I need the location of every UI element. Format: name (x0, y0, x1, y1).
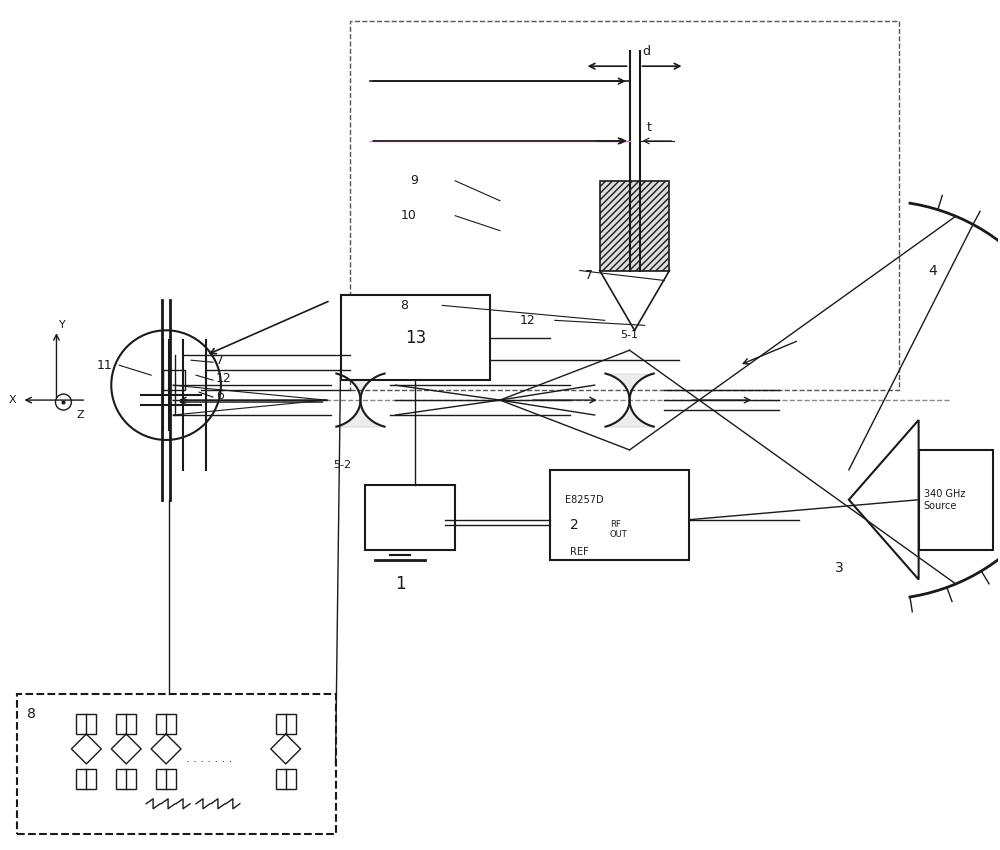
Bar (76, 714, 96, 734)
Text: d: d (643, 45, 651, 58)
Bar (276, 769, 296, 789)
Bar (163, 371, 185, 390)
Text: RF
OUT: RF OUT (610, 520, 627, 540)
Text: 8: 8 (27, 707, 35, 721)
Text: 5-1: 5-1 (621, 331, 639, 340)
Text: REF: REF (570, 547, 588, 557)
Text: E8257D: E8257D (565, 495, 603, 505)
Text: 11: 11 (96, 359, 112, 371)
Bar (341, 296, 490, 380)
Text: 7: 7 (585, 269, 593, 282)
Bar (350, 21, 899, 390)
Text: 3: 3 (835, 560, 843, 575)
Text: 10: 10 (400, 209, 416, 222)
Circle shape (55, 394, 71, 410)
Text: 4: 4 (929, 264, 937, 277)
Bar (550, 470, 689, 559)
Text: 13: 13 (405, 329, 426, 348)
Bar (17, 694, 336, 834)
Circle shape (111, 331, 221, 440)
Text: t: t (647, 122, 651, 134)
Bar (116, 714, 136, 734)
Text: 1: 1 (395, 575, 406, 593)
Text: 5-2: 5-2 (333, 460, 352, 470)
Text: 12: 12 (520, 314, 536, 327)
Bar (600, 181, 669, 270)
Text: . . . . . . .: . . . . . . . (186, 754, 232, 764)
Bar (919, 450, 993, 550)
Text: Y: Y (59, 320, 66, 331)
Text: 340 GHz
Source: 340 GHz Source (924, 489, 965, 511)
Text: Z: Z (76, 410, 84, 420)
Text: 12: 12 (216, 371, 232, 385)
Bar (116, 769, 136, 789)
Bar (276, 714, 296, 734)
Bar (365, 484, 455, 550)
Text: X: X (9, 395, 17, 405)
Text: 9: 9 (410, 174, 418, 187)
Bar (76, 769, 96, 789)
Polygon shape (849, 420, 919, 580)
Text: 8: 8 (400, 299, 408, 312)
Text: 6: 6 (216, 388, 224, 401)
Bar (156, 769, 176, 789)
Text: 2: 2 (570, 518, 579, 531)
Bar (156, 714, 176, 734)
Text: 7: 7 (216, 354, 224, 366)
